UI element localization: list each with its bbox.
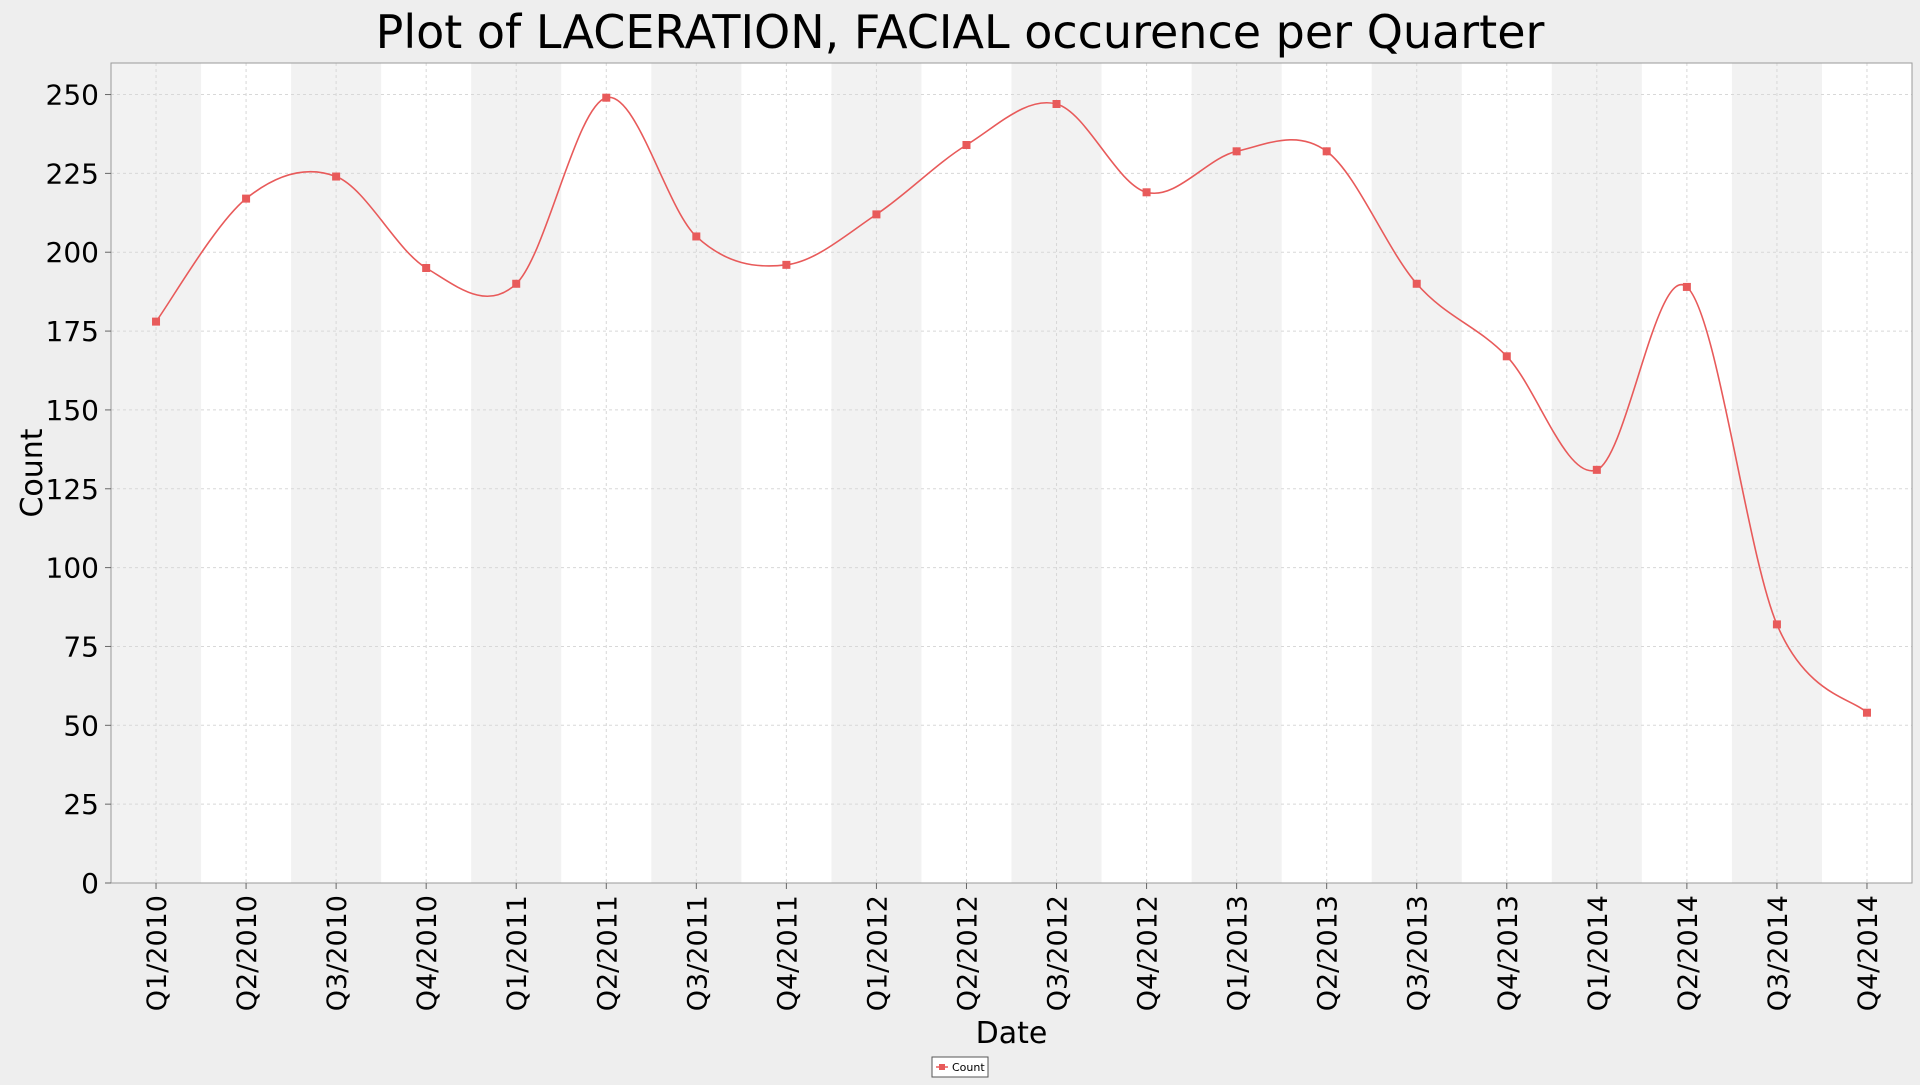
x-tick-label: Q4/2014 xyxy=(1853,895,1884,1011)
data-point xyxy=(152,317,161,326)
x-tick-label: Q2/2012 xyxy=(952,895,983,1011)
y-tick-label: 125 xyxy=(46,473,99,506)
legend-label: Count xyxy=(952,1061,985,1074)
data-point xyxy=(332,172,341,181)
y-tick-label: 50 xyxy=(63,709,99,742)
x-tick-label: Q1/2010 xyxy=(142,895,173,1011)
legend: Count xyxy=(931,1056,989,1078)
x-tick-label: Q1/2013 xyxy=(1223,895,1254,1011)
x-tick-label: Q2/2010 xyxy=(232,895,263,1011)
data-points xyxy=(152,93,1871,717)
data-point xyxy=(1232,147,1241,156)
x-axis-ticks: Q1/2010 Q2/2010 Q3/2010 Q4/2010 Q1/2011 Q2/20… xyxy=(142,883,1884,1011)
x-tick-label: Q3/2013 xyxy=(1403,895,1434,1011)
data-point xyxy=(602,93,611,102)
data-point xyxy=(692,232,701,241)
data-point xyxy=(422,264,431,272)
x-tick-label: Q1/2014 xyxy=(1583,895,1614,1011)
x-tick-label: Q4/2011 xyxy=(772,895,803,1011)
background-bands xyxy=(111,63,1912,883)
series-line-count xyxy=(155,96,1868,714)
x-tick-label: Q4/2012 xyxy=(1133,895,1164,1011)
legend-marker xyxy=(939,1064,945,1070)
y-tick-label: 250 xyxy=(46,79,99,112)
data-point xyxy=(1592,465,1601,474)
y-tick-label: 75 xyxy=(63,630,99,663)
chart-title: Plot of LACERATION, FACIAL occurence per… xyxy=(376,5,1545,59)
y-tick-label: 225 xyxy=(46,157,99,190)
data-point xyxy=(872,210,881,219)
y-tick-label: 0 xyxy=(81,867,99,900)
data-point xyxy=(1862,708,1871,717)
data-point xyxy=(1772,620,1781,629)
data-point xyxy=(1412,279,1421,288)
y-tick-label: 175 xyxy=(46,315,99,348)
x-tick-label: Q4/2013 xyxy=(1493,895,1524,1011)
data-point xyxy=(962,141,971,149)
x-tick-label: Q1/2012 xyxy=(862,895,893,1011)
x-axis-label: Date xyxy=(976,1016,1048,1051)
x-tick-label: Q3/2011 xyxy=(682,895,713,1011)
data-point xyxy=(1682,282,1691,291)
data-point xyxy=(782,260,791,269)
x-tick-label: Q3/2012 xyxy=(1043,895,1074,1011)
x-tick-label: Q3/2010 xyxy=(322,895,353,1011)
y-tick-label: 150 xyxy=(46,394,99,427)
x-tick-label: Q4/2010 xyxy=(412,895,443,1011)
x-tick-label: Q1/2011 xyxy=(502,895,533,1011)
x-tick-label: Q3/2014 xyxy=(1763,895,1794,1011)
x-tick-label: Q2/2011 xyxy=(592,895,623,1011)
y-axis-label: Count xyxy=(15,428,50,517)
data-point xyxy=(242,194,251,203)
data-point xyxy=(1142,188,1151,197)
y-tick-label: 200 xyxy=(46,236,99,269)
y-tick-label: 100 xyxy=(46,552,99,585)
data-point xyxy=(1502,352,1511,361)
y-axis-ticks: 0 25 50 75 100 125 150 175 200 225 250 xyxy=(46,79,111,900)
data-point xyxy=(512,279,521,288)
data-point xyxy=(1052,100,1061,108)
data-point xyxy=(1322,147,1331,156)
y-tick-label: 25 xyxy=(63,788,99,821)
legend-box xyxy=(931,1056,989,1078)
plot-area-frame xyxy=(110,62,1913,884)
x-tick-label: Q2/2014 xyxy=(1673,895,1704,1011)
x-tick-label: Q2/2013 xyxy=(1313,895,1344,1011)
